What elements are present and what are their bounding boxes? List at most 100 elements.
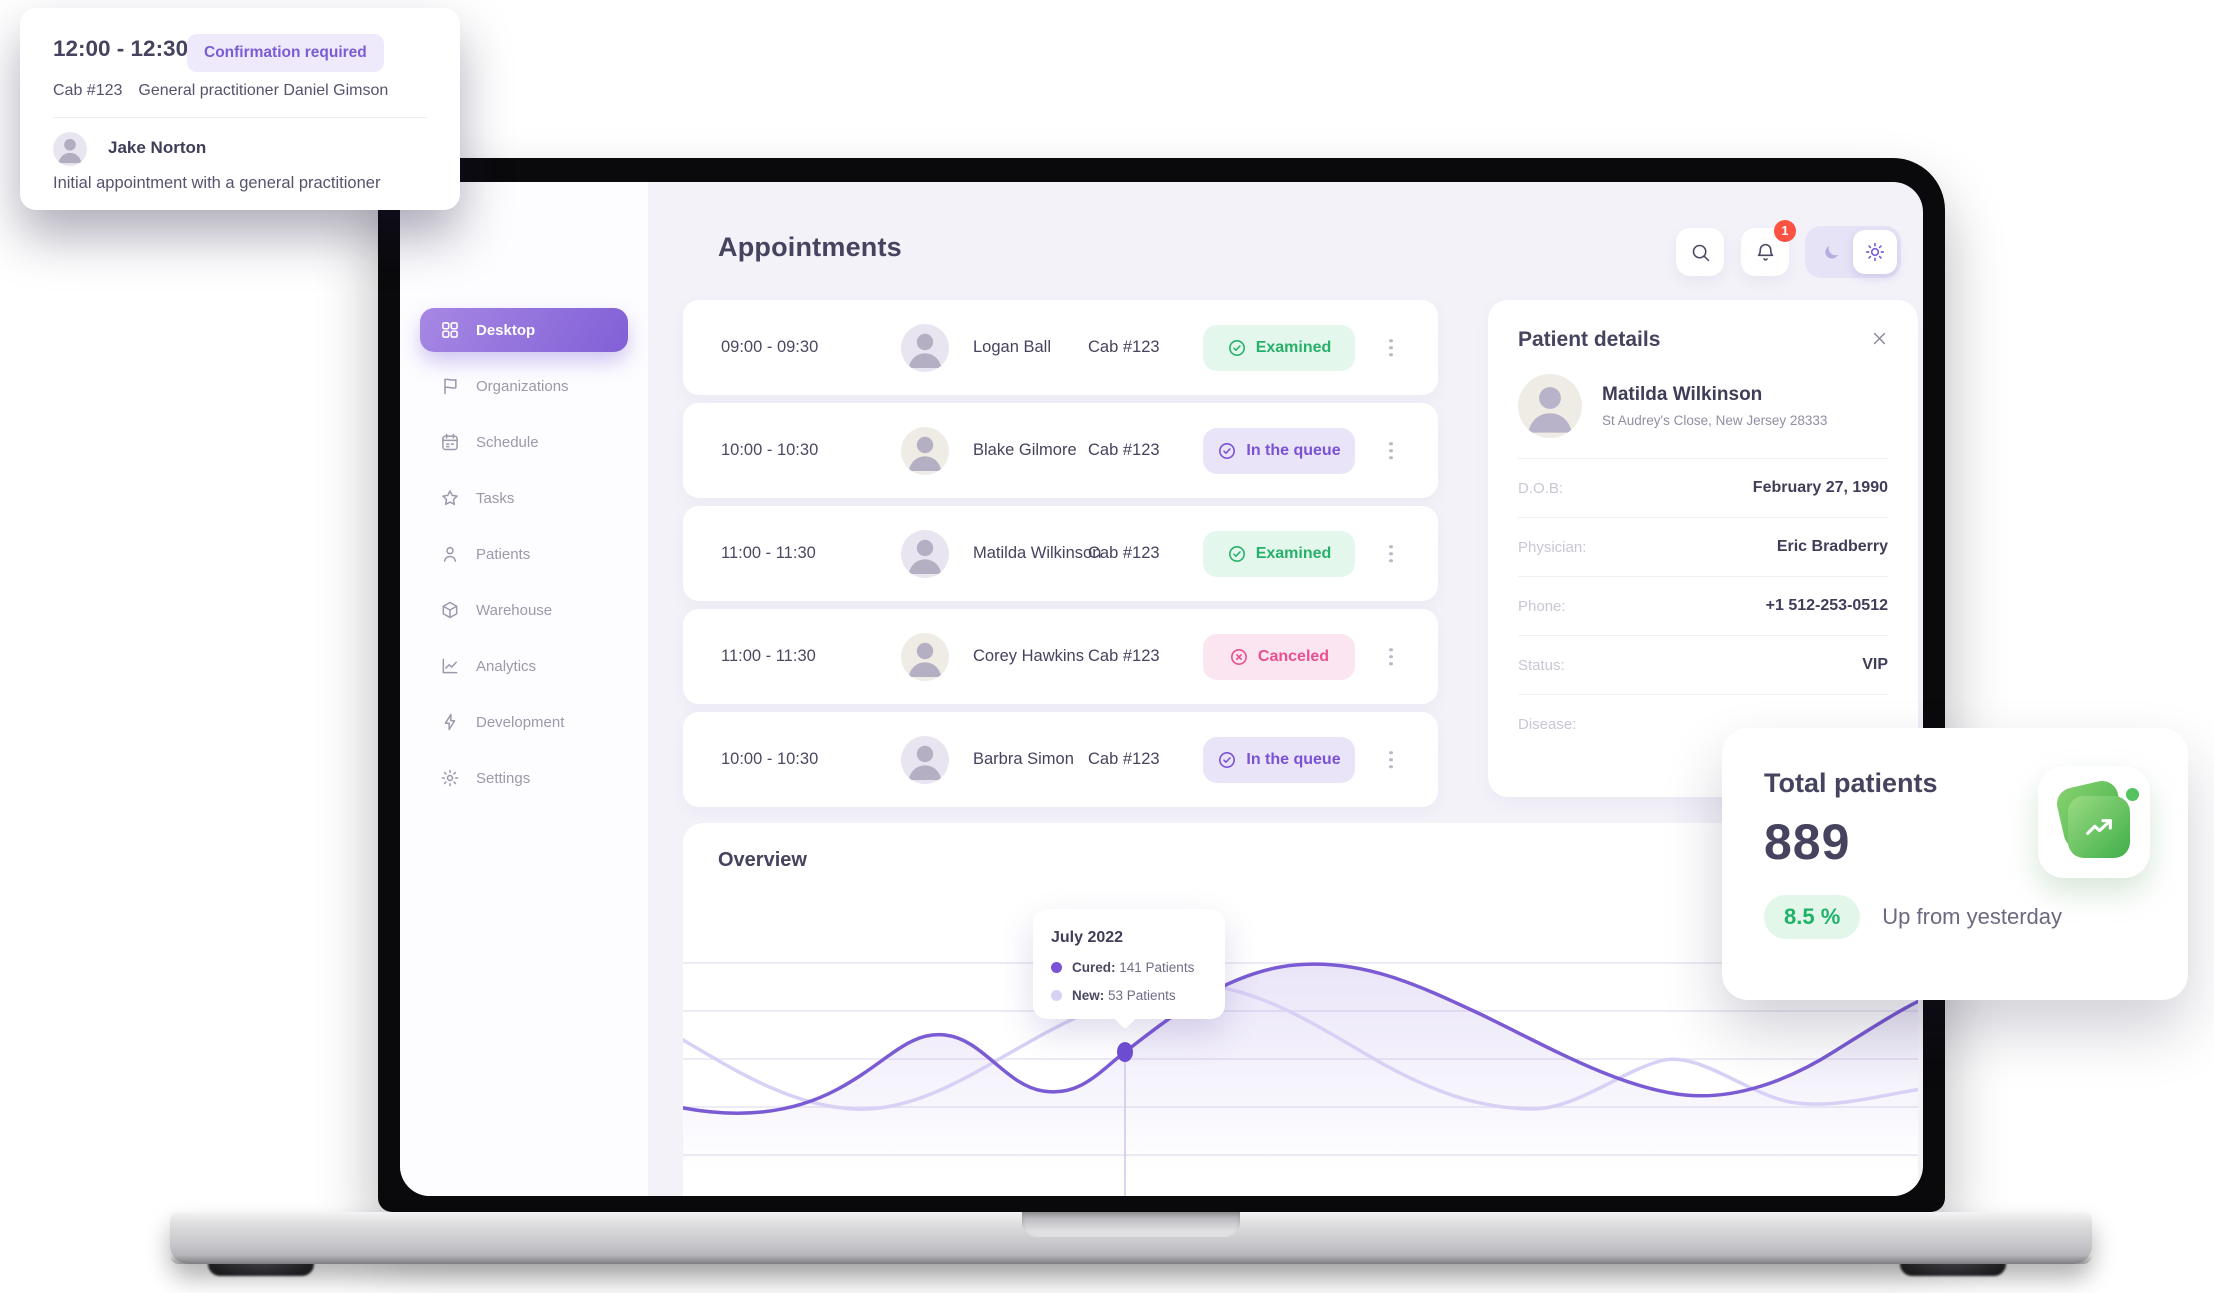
cab-label: Cab #123 <box>1088 647 1160 665</box>
sidebar-item-label: Settings <box>476 769 531 787</box>
field-label: Physician: <box>1518 538 1587 556</box>
patient-field-row: Status: VIP <box>1518 636 1888 695</box>
divider <box>53 117 427 118</box>
sidebar: Desktop Organizations Schedule Tasks Pat… <box>400 182 648 1196</box>
delta-badge: 8.5 % <box>1764 895 1861 939</box>
patients-stat-icon-box <box>2038 766 2150 878</box>
row-menu-icon[interactable] <box>1383 539 1399 569</box>
cab-label: Cab #123 <box>1088 750 1160 768</box>
patients-chart <box>683 962 1918 1196</box>
notification-badge: 1 <box>1774 220 1796 242</box>
sidebar-item-organizations[interactable]: Organizations <box>420 364 628 408</box>
status-badge: Canceled <box>1203 633 1355 680</box>
close-icon[interactable] <box>1867 326 1892 351</box>
sidebar-item-development[interactable]: Development <box>420 700 628 744</box>
status-badge: In the queue <box>1203 736 1355 783</box>
patient-field-row: Physician: Eric Bradberry <box>1518 518 1888 577</box>
patient-avatar <box>901 632 949 681</box>
cab-label: Cab #123 <box>1088 338 1160 356</box>
field-label: Disease: <box>1518 715 1577 733</box>
appointment-note: Initial appointment with a general pract… <box>53 174 381 192</box>
notifications-button[interactable]: 1 <box>1741 220 1796 276</box>
grid-icon <box>440 320 460 340</box>
appointment-row[interactable]: 09:00 - 09:30 Logan Ball Cab #123 Examin… <box>683 300 1438 395</box>
appointment-row[interactable]: 11:00 - 11:30 Corey Hawkins Cab #123 Can… <box>683 609 1438 704</box>
appointment-time: 11:00 - 11:30 <box>721 544 816 562</box>
patient-name: Matilda Wilkinson <box>1602 384 1763 405</box>
field-value: February 27, 1990 <box>1752 479 1888 496</box>
x-circle-icon <box>1229 647 1249 667</box>
box-icon <box>440 600 460 620</box>
highlight-marker <box>1117 1042 1133 1062</box>
cab-label: Cab #123 <box>1088 544 1160 562</box>
appointment-row[interactable]: 11:00 - 11:30 Matilda Wilkinson Cab #123… <box>683 506 1438 601</box>
appointment-time: 11:00 - 11:30 <box>721 647 816 665</box>
patient-name: Corey Hawkins <box>973 647 1084 665</box>
patient-field-row: D.O.B: February 27, 1990 <box>1518 459 1888 518</box>
sidebar-item-tasks[interactable]: Tasks <box>420 476 628 520</box>
green-dot <box>2126 788 2139 801</box>
overview-card: Overview Cured patients <box>683 823 1918 1196</box>
sidebar-item-desktop[interactable]: Desktop <box>420 308 628 352</box>
sidebar-item-label: Analytics <box>476 657 537 675</box>
search-icon <box>1690 242 1711 263</box>
laptop-lid-notch <box>1022 1212 1240 1237</box>
patient-avatar <box>901 529 949 578</box>
light-mode-button[interactable] <box>1853 230 1897 274</box>
patient-name: Matilda Wilkinson <box>973 544 1102 562</box>
field-label: Status: <box>1518 656 1565 674</box>
status-badge: In the queue <box>1203 427 1355 474</box>
sidebar-item-settings[interactable]: Settings <box>420 756 628 800</box>
moon-icon <box>1822 243 1841 262</box>
flag-icon <box>440 376 460 396</box>
appointment-detail-card: 12:00 - 12:30 Confirmation required Cab … <box>20 8 460 210</box>
patient-name: Blake Gilmore <box>973 441 1077 459</box>
patient-avatar <box>1518 374 1582 438</box>
sidebar-item-warehouse[interactable]: Warehouse <box>420 588 628 632</box>
laptop-device: Desktop Organizations Schedule Tasks Pat… <box>378 158 1945 1212</box>
field-label: D.O.B: <box>1518 479 1564 497</box>
sidebar-item-label: Desktop <box>476 321 536 339</box>
search-button[interactable] <box>1676 228 1724 276</box>
row-menu-icon[interactable] <box>1383 642 1399 672</box>
appointment-row[interactable]: 10:00 - 10:30 Blake Gilmore Cab #123 In … <box>683 403 1438 498</box>
chart-tooltip: July 2022 Cured: 141 Patients New: 53 Pa… <box>1033 909 1225 1019</box>
practitioner-label: General practitioner Daniel Gimson <box>138 82 389 99</box>
patient-avatar <box>53 132 87 166</box>
total-patients-value: 889 <box>1764 814 1851 870</box>
patient-field-row: Disease: <box>1518 695 1888 753</box>
field-label: Phone: <box>1518 597 1566 615</box>
cab-label: Cab #123 <box>1088 441 1160 459</box>
appointment-row[interactable]: 10:00 - 10:30 Barbra Simon Cab #123 In t… <box>683 712 1438 807</box>
patient-name: Barbra Simon <box>973 750 1074 768</box>
bell-icon <box>1755 242 1776 263</box>
star-icon <box>440 488 460 508</box>
total-patients-card: Total patients 889 8.5 % Up from yesterd… <box>1722 728 2188 1000</box>
cab-label: Cab #123 <box>53 82 123 99</box>
row-menu-icon[interactable] <box>1383 333 1399 363</box>
theme-toggle[interactable] <box>1805 226 1901 278</box>
sidebar-item-analytics[interactable]: Analytics <box>420 644 628 688</box>
field-value: VIP <box>1862 656 1888 673</box>
gear-icon <box>440 768 460 788</box>
status-badge: Examined <box>1203 324 1355 371</box>
main-area: Appointments 1 09:00 - 09:30 Logan Ball … <box>648 182 1923 1196</box>
series-dot <box>1051 990 1062 1001</box>
chart-icon <box>440 656 460 676</box>
patient-details-title: Patient details <box>1518 328 1661 351</box>
tooltip-title: July 2022 <box>1051 929 1124 946</box>
row-menu-icon[interactable] <box>1383 745 1399 775</box>
sidebar-item-schedule[interactable]: Schedule <box>420 420 628 464</box>
patient-field-row: Phone: +1 512-253-0512 <box>1518 577 1888 636</box>
patient-name: Jake Norton <box>108 138 207 157</box>
appointment-time: 12:00 - 12:30 <box>53 36 189 61</box>
user-icon <box>440 544 460 564</box>
row-menu-icon[interactable] <box>1383 436 1399 466</box>
series-dot <box>1051 962 1062 973</box>
dark-mode-button[interactable] <box>1809 243 1853 262</box>
patient-avatar <box>901 426 949 475</box>
sidebar-item-patients[interactable]: Patients <box>420 532 628 576</box>
tooltip-row: New: 53 Patients <box>1051 988 1207 1003</box>
calendar-icon <box>440 432 460 452</box>
tooltip-row: Cured: 141 Patients <box>1051 960 1207 975</box>
